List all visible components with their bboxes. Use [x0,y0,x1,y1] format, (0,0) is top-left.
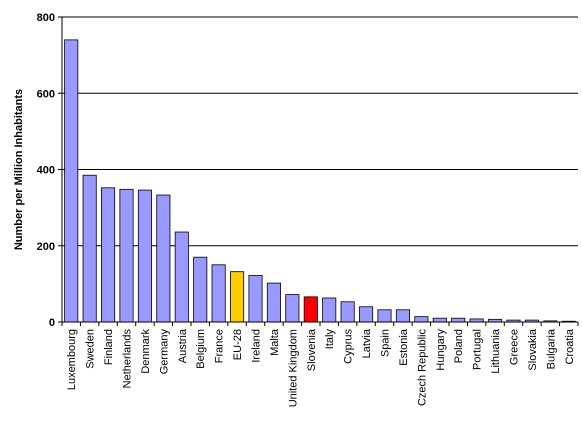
bar-germany [156,194,171,323]
x-tick-label: Bulgaria [545,328,557,369]
x-tick-label: United Kingdom [287,329,299,407]
x-tick-label: EU-28 [232,329,244,360]
bar-denmark [137,189,152,323]
bar-poland [451,317,466,323]
x-tick-label: Croatia [564,328,576,364]
x-tick-label: Denmark [140,329,152,374]
x-tick-label: Poland [453,329,465,363]
x-tick-label: Latvia [361,328,373,358]
x-tick-label: Italy [324,329,336,350]
bar-austria [174,231,189,323]
bar-france [211,264,226,323]
x-tick-label: Luxembourg [66,329,78,390]
bar-slovenia [303,296,318,323]
bar-eu-28 [230,271,245,323]
y-tick-label: 200 [37,241,55,253]
x-tick-label: Germany [158,329,170,375]
y-axis-title: Number per Million Inhabitants [13,89,25,250]
bar-netherlands [119,188,134,323]
x-tick-label: Ireland [251,329,263,363]
x-tick-label: Sweden [85,329,97,369]
bars [64,39,576,323]
x-tick-label: Hungary [435,329,447,371]
x-tick-label: Netherlands [122,329,134,389]
bar-united-kingdom [285,294,300,323]
bar-ireland [248,275,263,323]
x-tick-label: Belgium [195,329,207,369]
x-tick-label: Spain [380,329,392,357]
y-tick-label: 600 [37,88,55,100]
bar-spain [377,309,392,323]
bar-sweden [82,174,97,323]
x-tick-label: Slovakia [527,328,539,370]
x-tick-label: Austria [177,328,189,363]
x-tick-label: Cyprus [343,329,355,364]
gridlines [62,16,578,247]
x-tick-label: Greece [509,329,521,365]
x-tick-label: Malta [269,328,281,356]
x-tick-label: France [214,329,226,363]
bar-estonia [395,309,410,323]
x-tick-label: Lithuania [490,328,502,374]
x-tick-label: Estonia [398,328,410,366]
bar-luxembourg [64,39,79,323]
x-tick-label: Slovenia [306,328,318,371]
bar-czech-republic [414,316,429,323]
y-tick-label: 400 [37,165,55,177]
bar-belgium [193,256,208,323]
bar-cyprus [340,301,355,323]
x-tick-label: Finland [103,329,115,365]
x-tick-label: Portugal [472,329,484,370]
bar-finland [101,187,116,323]
axes [58,16,579,326]
y-tick-label: 0 [49,317,55,329]
y-tick-labels: 0 200 400 600 800 [37,12,55,329]
bar-italy [322,297,337,323]
y-tick-label: 800 [37,12,55,24]
bar-latvia [359,306,374,323]
bar-malta [266,282,281,323]
x-tick-labels: Luxembourg Sweden Finland Netherlands Denmar… [66,328,576,407]
x-tick-label: Czech Republic [416,329,428,407]
bar-hungary [432,317,447,323]
